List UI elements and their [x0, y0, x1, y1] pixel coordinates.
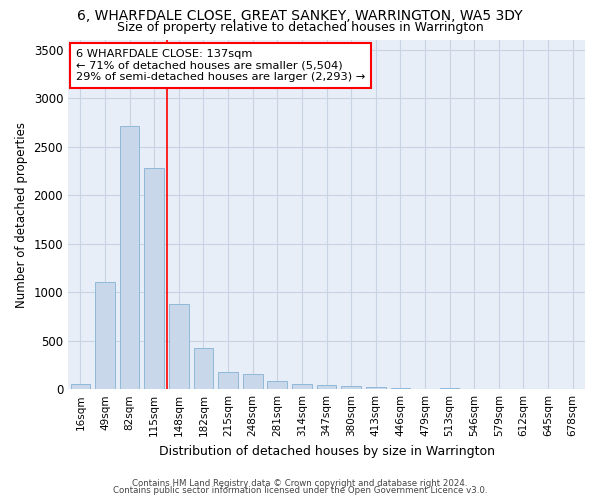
- Bar: [194, 348, 213, 389]
- Text: 6 WHARFDALE CLOSE: 137sqm
← 71% of detached houses are smaller (5,504)
29% of se: 6 WHARFDALE CLOSE: 137sqm ← 71% of detac…: [76, 48, 365, 82]
- Bar: [391, 388, 410, 389]
- Bar: [292, 384, 312, 389]
- Bar: [341, 386, 361, 389]
- Y-axis label: Number of detached properties: Number of detached properties: [15, 122, 28, 308]
- Text: Contains HM Land Registry data © Crown copyright and database right 2024.: Contains HM Land Registry data © Crown c…: [132, 478, 468, 488]
- Bar: [145, 168, 164, 389]
- Bar: [440, 388, 460, 389]
- X-axis label: Distribution of detached houses by size in Warrington: Distribution of detached houses by size …: [158, 444, 494, 458]
- Bar: [317, 385, 337, 389]
- Bar: [120, 126, 139, 389]
- Bar: [169, 304, 188, 389]
- Bar: [218, 372, 238, 389]
- Bar: [268, 381, 287, 389]
- Bar: [95, 282, 115, 389]
- Bar: [71, 384, 90, 389]
- Text: 6, WHARFDALE CLOSE, GREAT SANKEY, WARRINGTON, WA5 3DY: 6, WHARFDALE CLOSE, GREAT SANKEY, WARRIN…: [77, 9, 523, 23]
- Text: Contains public sector information licensed under the Open Government Licence v3: Contains public sector information licen…: [113, 486, 487, 495]
- Text: Size of property relative to detached houses in Warrington: Size of property relative to detached ho…: [116, 21, 484, 34]
- Bar: [366, 387, 386, 389]
- Bar: [243, 374, 263, 389]
